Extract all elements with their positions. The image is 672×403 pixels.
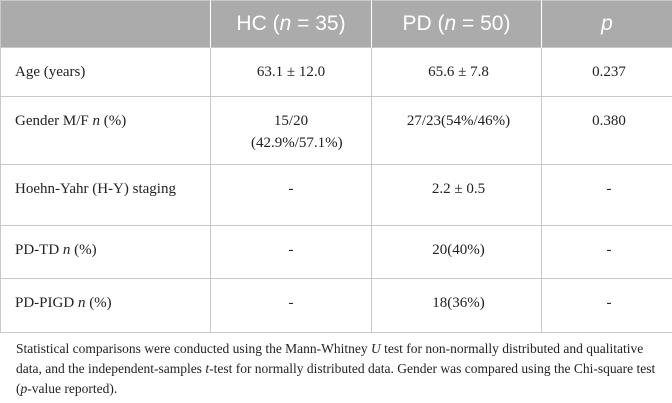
italic-text: n xyxy=(77,295,86,311)
table-row: PD-PIGD n (%) - 18(36%) - xyxy=(0,278,672,333)
table-body: Age (years) 63.1 ± 12.0 65.6 ± 7.8 0.237 Gen… xyxy=(0,47,672,333)
table-row: PD-TD n (%) - 20(40%) - xyxy=(0,225,672,279)
table-cell: 65.6 ± 7.8 xyxy=(371,47,542,97)
text: 0.237 xyxy=(592,64,626,80)
table-cell: - xyxy=(541,225,672,279)
text: 20(40%) xyxy=(432,242,485,258)
text: PD-PIGD xyxy=(15,295,78,311)
table-cell: 27/23(54%/46%) xyxy=(371,96,542,165)
table-cell: Age (years) xyxy=(0,47,211,97)
text: Gender M/F xyxy=(15,113,93,129)
italic-text: p xyxy=(20,381,28,396)
header-cell: PD (n = 50) xyxy=(371,0,542,48)
table-cell: Hoehn-Yahr (H-Y) staging xyxy=(0,164,211,226)
table-cell: PD-PIGD n (%) xyxy=(0,278,211,333)
table-cell: - xyxy=(541,278,672,333)
text: Statistical comparisons were conducted u… xyxy=(16,341,372,356)
text: Age (years) xyxy=(15,64,86,80)
text: - xyxy=(288,242,294,258)
table-cell: PD-TD n (%) xyxy=(0,225,211,279)
footnote: Statistical comparisons were conducted u… xyxy=(16,339,664,399)
table-cell: 20(40%) xyxy=(371,225,542,279)
text: - xyxy=(606,295,612,311)
text: 0.380 xyxy=(592,113,626,129)
table-row: Gender M/F n (%) 15/20 (42.9%/57.1%) 27/23… xyxy=(0,96,672,165)
text: -value reported). xyxy=(27,381,118,396)
table-cell: - xyxy=(210,164,372,226)
text: 18(36%) xyxy=(432,295,485,311)
italic-text: U xyxy=(371,341,381,356)
text: - xyxy=(606,181,612,197)
table-cell: - xyxy=(541,164,672,226)
italic-text: p xyxy=(601,12,613,35)
table-cell: 0.237 xyxy=(541,47,672,97)
header-cell: HC (n = 35) xyxy=(210,0,372,48)
italic-text: n xyxy=(444,12,457,35)
table-cell: 18(36%) xyxy=(371,278,542,333)
italic-text: n xyxy=(279,12,292,35)
text: 15/20 (42.9%/57.1%) xyxy=(251,113,343,151)
italic-text: n xyxy=(92,113,101,129)
text: Hoehn-Yahr (H-Y) staging xyxy=(15,181,176,197)
table-cell: - xyxy=(210,225,372,279)
table-cell: Gender M/F n (%) xyxy=(0,96,211,165)
text: 2.2 ± 0.5 xyxy=(431,181,486,197)
text: -test for normally distributed data. Gen… xyxy=(16,361,656,396)
text: - xyxy=(606,242,612,258)
table-cell: - xyxy=(210,278,372,333)
text: - xyxy=(288,181,294,197)
italic-text: n xyxy=(62,242,71,258)
table-row: Hoehn-Yahr (H-Y) staging - 2.2 ± 0.5 - xyxy=(0,164,672,226)
text: (%) xyxy=(70,242,97,258)
text: (%) xyxy=(100,113,127,129)
text: 63.1 ± 12.0 xyxy=(256,64,326,80)
header-row: HC (n = 35) PD (n = 50) p xyxy=(0,0,672,48)
table-cell: 0.380 xyxy=(541,96,672,165)
header-cell: p xyxy=(541,0,672,48)
italic-text: t xyxy=(205,361,210,376)
text: (%) xyxy=(85,295,112,311)
header-cell xyxy=(0,0,211,48)
table-row: Age (years) 63.1 ± 12.0 65.6 ± 7.8 0.237 xyxy=(0,47,672,97)
text: test for non-normally distributed and qu… xyxy=(16,341,644,376)
text: PD-TD xyxy=(15,242,63,258)
text: HC ( xyxy=(236,12,280,35)
table-cell: 63.1 ± 12.0 xyxy=(210,47,372,97)
table-cell: 2.2 ± 0.5 xyxy=(371,164,542,226)
text: = 35) xyxy=(291,12,346,35)
text: 27/23(54%/46%) xyxy=(406,113,511,129)
text: PD ( xyxy=(402,12,445,35)
text: - xyxy=(288,295,294,311)
text: = 50) xyxy=(456,12,511,35)
text: 65.6 ± 7.8 xyxy=(428,64,489,80)
data-table: HC (n = 35) PD (n = 50) p Age (years) 63.1 … xyxy=(0,0,672,333)
table-cell: 15/20 (42.9%/57.1%) xyxy=(210,96,372,165)
